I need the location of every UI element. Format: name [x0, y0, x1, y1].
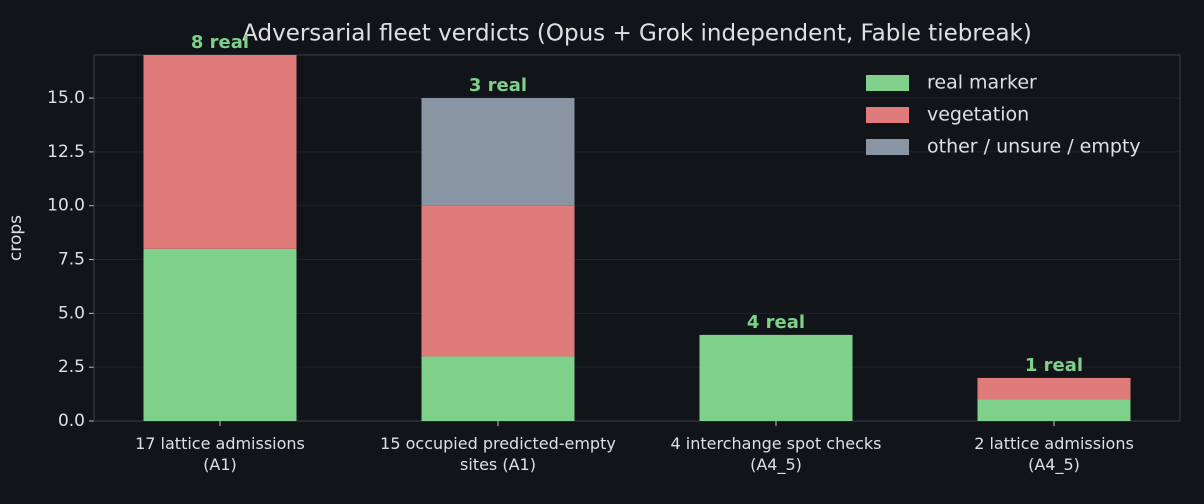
legend-label: vegetation: [927, 104, 1029, 126]
bar-segment: [421, 98, 575, 206]
value-label: 1 real: [1025, 355, 1083, 376]
bar-segment: [977, 399, 1131, 421]
legend-swatch: [866, 107, 909, 123]
bar-segment: [421, 205, 575, 357]
legend-swatch: [866, 139, 909, 155]
legend-swatch: [866, 75, 909, 91]
legend-label: real marker: [927, 72, 1037, 94]
y-tick-label: 7.5: [58, 250, 85, 270]
chart-title: Adversarial fleet verdicts (Opus + Grok …: [242, 21, 1032, 47]
x-tick-label: 4 interchange spot checks (A4_5): [670, 434, 882, 474]
x-tick-label: 2 lattice admissions (A4_5): [974, 434, 1134, 474]
value-label: 8 real: [191, 32, 249, 53]
bar-segment: [699, 334, 853, 421]
bar-segment: [143, 55, 297, 249]
y-tick-label: 15.0: [47, 88, 85, 108]
plot-frame: [93, 54, 1181, 422]
y-axis-label: crops: [6, 215, 26, 261]
y-tick-label: 12.5: [47, 142, 85, 162]
y-tick-label: 10.0: [47, 196, 85, 216]
bar-segment: [143, 248, 297, 421]
value-label: 4 real: [747, 312, 805, 333]
x-tick-label: 17 lattice admissions (A1): [135, 434, 305, 474]
y-tick-label: 5.0: [58, 303, 85, 323]
legend-label: other / unsure / empty: [927, 136, 1141, 158]
y-tick-label: 0.0: [58, 411, 85, 431]
bar-segment: [977, 377, 1131, 400]
x-tick-label: 15 occupied predicted-empty sites (A1): [380, 434, 616, 474]
y-tick-label: 2.5: [58, 357, 85, 377]
bar-segment: [421, 356, 575, 421]
value-label: 3 real: [469, 75, 527, 96]
